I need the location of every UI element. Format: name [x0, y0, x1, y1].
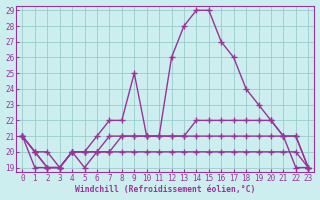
X-axis label: Windchill (Refroidissement éolien,°C): Windchill (Refroidissement éolien,°C) — [75, 185, 255, 194]
